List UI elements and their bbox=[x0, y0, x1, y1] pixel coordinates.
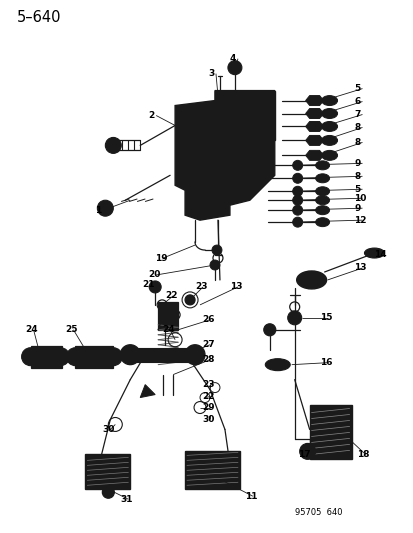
Text: 25: 25 bbox=[65, 325, 78, 334]
Polygon shape bbox=[140, 385, 155, 398]
Text: 18: 18 bbox=[357, 450, 369, 459]
Text: 28: 28 bbox=[202, 355, 214, 364]
Text: 12: 12 bbox=[354, 216, 366, 224]
Text: 9: 9 bbox=[354, 159, 360, 168]
Text: 23: 23 bbox=[195, 282, 207, 292]
Polygon shape bbox=[305, 109, 323, 118]
Ellipse shape bbox=[315, 174, 329, 183]
Circle shape bbox=[292, 205, 302, 215]
Circle shape bbox=[51, 348, 69, 366]
Text: 30: 30 bbox=[202, 415, 214, 424]
Polygon shape bbox=[305, 95, 323, 106]
Bar bbox=[158, 302, 178, 330]
Text: 14: 14 bbox=[373, 249, 386, 259]
Text: 19: 19 bbox=[155, 254, 167, 263]
Circle shape bbox=[21, 348, 40, 366]
Text: 13: 13 bbox=[354, 263, 366, 272]
Bar bbox=[185, 451, 239, 489]
Circle shape bbox=[104, 348, 122, 366]
Text: 20: 20 bbox=[148, 270, 160, 279]
Text: 17: 17 bbox=[297, 450, 310, 459]
Circle shape bbox=[292, 186, 302, 196]
Circle shape bbox=[209, 260, 219, 270]
Polygon shape bbox=[305, 150, 323, 160]
Circle shape bbox=[66, 348, 84, 366]
Circle shape bbox=[185, 345, 204, 365]
Ellipse shape bbox=[315, 161, 329, 170]
Text: 24: 24 bbox=[162, 325, 174, 334]
Text: 1: 1 bbox=[95, 206, 101, 215]
Ellipse shape bbox=[321, 95, 337, 106]
Text: 22: 22 bbox=[165, 292, 177, 301]
Polygon shape bbox=[305, 135, 323, 146]
Ellipse shape bbox=[265, 359, 290, 370]
Circle shape bbox=[228, 61, 241, 75]
Text: 21: 21 bbox=[142, 280, 154, 289]
Circle shape bbox=[97, 200, 113, 216]
Ellipse shape bbox=[296, 271, 326, 289]
Text: 16: 16 bbox=[319, 358, 331, 367]
Bar bbox=[85, 454, 130, 489]
Ellipse shape bbox=[363, 248, 384, 258]
Circle shape bbox=[105, 138, 121, 154]
Ellipse shape bbox=[315, 206, 329, 215]
Circle shape bbox=[120, 345, 140, 365]
Bar bbox=[195, 177, 229, 195]
Text: 30: 30 bbox=[102, 425, 114, 434]
Ellipse shape bbox=[321, 135, 337, 146]
Bar bbox=[214, 91, 274, 140]
Polygon shape bbox=[305, 122, 323, 132]
Bar bbox=[309, 405, 351, 459]
Ellipse shape bbox=[315, 187, 329, 196]
Text: 8: 8 bbox=[354, 138, 360, 147]
Text: 5–640: 5–640 bbox=[17, 10, 61, 26]
Bar bbox=[31, 346, 62, 368]
Text: 7: 7 bbox=[354, 110, 360, 119]
Text: 2: 2 bbox=[148, 111, 154, 120]
Circle shape bbox=[185, 295, 195, 305]
Text: 31: 31 bbox=[120, 495, 133, 504]
Text: 24: 24 bbox=[26, 325, 38, 334]
Circle shape bbox=[292, 195, 302, 205]
Text: 3: 3 bbox=[207, 69, 214, 78]
Bar bbox=[130, 348, 195, 362]
Circle shape bbox=[263, 324, 275, 336]
Text: 27: 27 bbox=[202, 340, 214, 349]
Polygon shape bbox=[175, 91, 274, 220]
Circle shape bbox=[292, 173, 302, 183]
Text: 26: 26 bbox=[202, 316, 214, 324]
Text: 95705  640: 95705 640 bbox=[294, 508, 342, 517]
Text: 11: 11 bbox=[244, 492, 257, 500]
Text: 6: 6 bbox=[354, 97, 360, 106]
Text: 4: 4 bbox=[229, 54, 236, 63]
Text: 23: 23 bbox=[202, 380, 214, 389]
Ellipse shape bbox=[321, 122, 337, 132]
Text: 22: 22 bbox=[202, 392, 214, 401]
Text: 8: 8 bbox=[354, 172, 360, 181]
Circle shape bbox=[292, 217, 302, 227]
Circle shape bbox=[149, 281, 161, 293]
Circle shape bbox=[292, 160, 302, 171]
Text: 9: 9 bbox=[354, 204, 360, 213]
Text: 15: 15 bbox=[319, 313, 331, 322]
Text: 10: 10 bbox=[354, 193, 366, 203]
Circle shape bbox=[211, 245, 221, 255]
Text: 8: 8 bbox=[354, 123, 360, 132]
Ellipse shape bbox=[321, 150, 337, 160]
Text: 5: 5 bbox=[354, 84, 360, 93]
Ellipse shape bbox=[315, 196, 329, 205]
Circle shape bbox=[299, 443, 315, 459]
Circle shape bbox=[102, 486, 114, 498]
Circle shape bbox=[287, 311, 301, 325]
Text: 13: 13 bbox=[229, 282, 242, 292]
Ellipse shape bbox=[315, 217, 329, 227]
Bar bbox=[75, 346, 113, 368]
Text: 5: 5 bbox=[354, 185, 360, 194]
Text: 29: 29 bbox=[202, 403, 214, 412]
Ellipse shape bbox=[321, 109, 337, 118]
